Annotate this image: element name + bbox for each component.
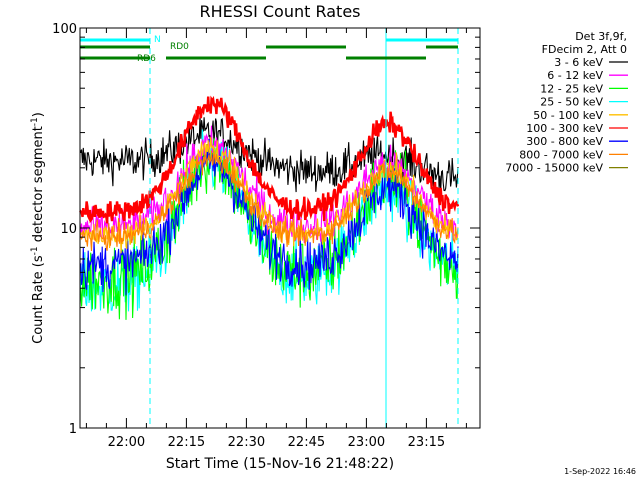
flag-bar (266, 45, 346, 49)
series-line (79, 150, 459, 252)
y-axis-label: Count Rate (s-1 detector segment-1) (30, 112, 46, 344)
legend-header: Det 3f,9f, (575, 30, 627, 43)
y-axis-ticks: 1 10 100 (52, 22, 480, 437)
flag-bar (80, 56, 150, 60)
legend-label: 3 - 6 keV (554, 56, 603, 69)
date-stamp: 1-Sep-2022 16:46 (564, 467, 636, 476)
flag-bar (386, 38, 458, 42)
legend-label: 50 - 100 keV (533, 109, 603, 122)
legend-label: 300 - 800 keV (526, 135, 603, 148)
flag-bar (80, 38, 150, 42)
legend-label: 12 - 25 keV (540, 82, 603, 95)
x-tick-label: 22:30 (228, 435, 265, 450)
legend-label: 25 - 50 keV (540, 96, 603, 109)
x-tick-label: 23:00 (348, 435, 385, 450)
series-lines (79, 95, 460, 320)
x-tick-label: 23:15 (408, 435, 445, 450)
flag-bar (166, 56, 266, 60)
flag-label: RD0 (170, 42, 189, 52)
legend-label: 100 - 300 keV (526, 122, 603, 135)
legend-label: 7000 - 15000 keV (505, 162, 603, 175)
x-tick-label: 22:00 (108, 435, 145, 450)
x-axis-label: Start Time (15-Nov-16 21:48:22) (166, 456, 394, 472)
chart-title: RHESSI Count Rates (200, 2, 361, 21)
x-axis-ticks: 22:00 22:15 22:30 22:45 23:00 23:15 (85, 28, 467, 450)
legend-label: 6 - 12 keV (547, 69, 603, 82)
flag-bar (346, 56, 426, 60)
x-tick-label: 22:45 (288, 435, 325, 450)
y-tick-label: 1 (69, 422, 77, 437)
flag-bar (426, 45, 458, 49)
y-tick-label: 100 (52, 22, 77, 37)
x-tick-label: 22:15 (168, 435, 205, 450)
flag-label: RD6 (137, 54, 156, 64)
flag-bar (80, 45, 150, 49)
legend-header: FDecim 2, Att 0 (542, 43, 627, 56)
legend-label: 800 - 7000 keV (519, 148, 603, 161)
series-line (79, 95, 460, 224)
y-tick-label: 10 (60, 222, 77, 237)
flag-label: N (154, 35, 161, 45)
flag-bars: N RD0 RD6 (80, 35, 458, 64)
